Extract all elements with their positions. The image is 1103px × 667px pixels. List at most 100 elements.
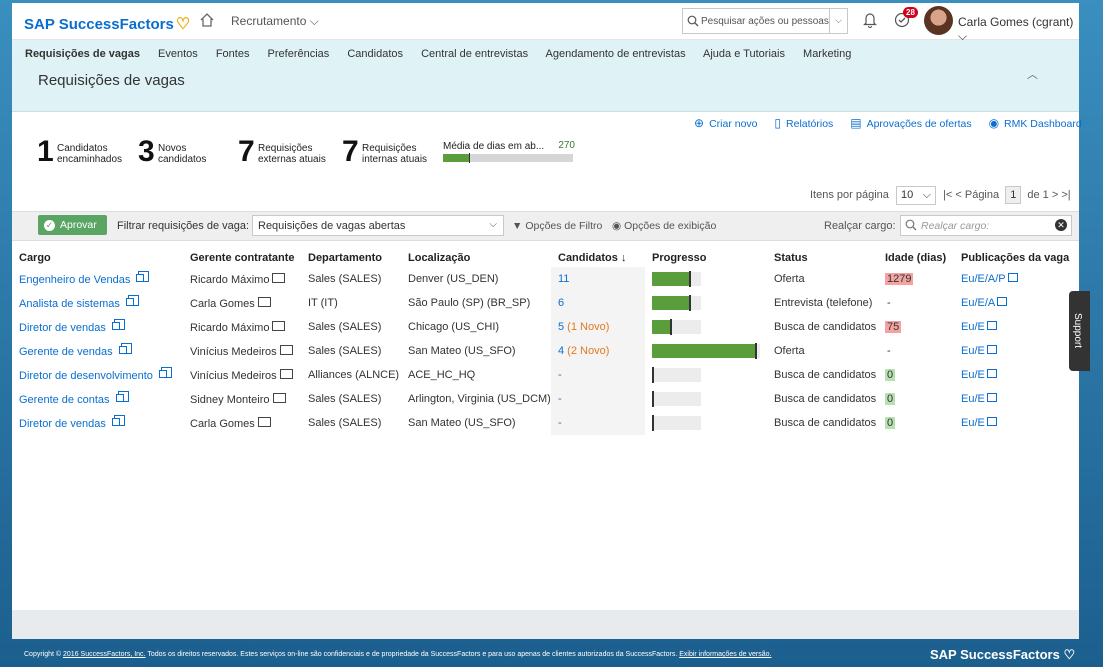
offer-approvals-link[interactable]: ▤ Aprovações de ofertas bbox=[850, 116, 971, 130]
cell-cargo[interactable]: Diretor de desenvolvimento bbox=[12, 363, 183, 387]
page-number-input[interactable]: 1 bbox=[1005, 186, 1022, 204]
table-row[interactable]: Diretor de vendas Ricardo Máximo Sales (SA… bbox=[12, 315, 1071, 339]
rmk-dashboard-link[interactable]: ◉ RMK Dashboard bbox=[989, 116, 1082, 130]
table-row[interactable]: Analista de sistemas Carla Gomes IT (IT) Sã… bbox=[12, 291, 1071, 315]
reports-link[interactable]: ▯ Relatórios bbox=[774, 116, 833, 130]
contact-card-icon[interactable] bbox=[272, 392, 286, 403]
candidates-count[interactable]: - bbox=[558, 417, 562, 429]
copy-icon[interactable] bbox=[158, 367, 172, 378]
cargo-link[interactable]: Gerente de contas bbox=[19, 394, 110, 406]
external-link-icon[interactable] bbox=[986, 345, 997, 354]
external-link-icon[interactable] bbox=[1007, 273, 1018, 282]
candidates-count[interactable]: - bbox=[558, 369, 562, 381]
cell-postings[interactable]: Eu/E bbox=[954, 411, 1071, 435]
copy-icon[interactable] bbox=[115, 391, 129, 402]
col-status[interactable]: Status bbox=[774, 251, 808, 264]
candidates-count[interactable]: 4 bbox=[558, 345, 565, 357]
clear-icon[interactable]: ✕ bbox=[1055, 219, 1067, 231]
external-link-icon[interactable] bbox=[986, 321, 997, 330]
copy-icon[interactable] bbox=[125, 295, 139, 306]
cell-candidates[interactable]: - bbox=[551, 411, 645, 435]
nav-item-eventos[interactable]: Eventos bbox=[158, 48, 198, 60]
cell-cargo[interactable]: Gerente de vendas bbox=[12, 339, 183, 363]
module-menu[interactable]: Recrutamento ⌵ bbox=[231, 14, 319, 29]
cell-cargo[interactable]: Analista de sistemas bbox=[12, 291, 183, 315]
cell-candidates[interactable]: 6 bbox=[551, 291, 645, 315]
cell-cargo[interactable]: Diretor de vendas bbox=[12, 411, 183, 435]
create-new-link[interactable]: ⊕ Criar novo bbox=[694, 116, 758, 130]
search-input[interactable]: Pesquisar ações ou pessoas ⌵ bbox=[682, 8, 848, 34]
cell-postings[interactable]: Eu/E bbox=[954, 387, 1071, 411]
copy-icon[interactable] bbox=[118, 343, 132, 354]
col-location[interactable]: Localização bbox=[408, 251, 471, 264]
cargo-link[interactable]: Diretor de vendas bbox=[19, 322, 106, 334]
col-candidates[interactable]: Candidatos ↓ bbox=[558, 251, 627, 264]
copy-icon[interactable] bbox=[111, 319, 125, 330]
items-per-page-select[interactable]: 10 ⌵ bbox=[895, 186, 936, 205]
nav-item-ajuda[interactable]: Ajuda e Tutoriais bbox=[703, 48, 785, 60]
cargo-link[interactable]: Diretor de desenvolvimento bbox=[19, 370, 153, 382]
col-department[interactable]: Departamento bbox=[308, 251, 382, 264]
postings-link[interactable]: Eu/E/A bbox=[961, 297, 996, 309]
contact-card-icon[interactable] bbox=[279, 344, 293, 355]
cell-cargo[interactable]: Gerente de contas bbox=[12, 387, 183, 411]
company-link[interactable]: 2016 SuccessFactors, Inc. bbox=[63, 651, 146, 658]
postings-link[interactable]: Eu/E bbox=[961, 321, 985, 333]
home-icon[interactable] bbox=[199, 12, 215, 28]
cell-candidates[interactable]: - bbox=[551, 387, 645, 411]
avg-days-tile[interactable]: Média de dias em ab... 270 bbox=[443, 140, 575, 163]
col-postings[interactable]: Publicações da vaga bbox=[961, 251, 1070, 264]
cell-cargo[interactable]: Diretor de vendas bbox=[12, 315, 183, 339]
cell-candidates[interactable]: - bbox=[551, 363, 645, 387]
nav-item-fontes[interactable]: Fontes bbox=[215, 48, 250, 60]
avatar[interactable] bbox=[924, 6, 953, 35]
cargo-link[interactable]: Analista de sistemas bbox=[19, 298, 120, 310]
col-progress[interactable]: Progresso bbox=[652, 251, 707, 264]
postings-link[interactable]: Eu/E/A/P bbox=[961, 273, 1006, 285]
col-age[interactable]: Idade (dias) bbox=[885, 251, 947, 264]
user-menu[interactable]: Carla Gomes (cgrant) ⌵ bbox=[958, 15, 1079, 44]
prev-page-icon[interactable]: < bbox=[955, 189, 962, 201]
candidates-count[interactable]: 11 bbox=[558, 273, 570, 285]
nav-item-candidatos[interactable]: Candidatos bbox=[347, 48, 404, 60]
filter-options-button[interactable]: ▼ Opções de Filtro bbox=[512, 220, 602, 232]
table-row[interactable]: Engenheiro de Vendas Ricardo Máximo Sales … bbox=[12, 267, 1071, 291]
external-link-icon[interactable] bbox=[986, 369, 997, 378]
filter-select[interactable]: Requisições de vagas abertas ⌵ bbox=[252, 215, 504, 236]
cell-cargo[interactable]: Engenheiro de Vendas bbox=[12, 267, 183, 291]
table-row[interactable]: Diretor de vendas Carla Gomes Sales (SALES… bbox=[12, 411, 1071, 435]
external-link-icon[interactable] bbox=[986, 417, 997, 426]
candidates-new[interactable]: (1 Novo) bbox=[564, 321, 610, 333]
candidates-new[interactable]: (2 Novo) bbox=[564, 345, 610, 357]
copy-icon[interactable] bbox=[111, 415, 125, 426]
table-row[interactable]: Diretor de desenvolvimento Vinícius Medei… bbox=[12, 363, 1071, 387]
postings-link[interactable]: Eu/E bbox=[961, 369, 985, 381]
cell-postings[interactable]: Eu/E bbox=[954, 315, 1071, 339]
version-info-link[interactable]: Exibir informações de versão. bbox=[679, 651, 772, 658]
todo-icon[interactable] bbox=[894, 12, 910, 28]
approve-button[interactable]: ✓ Aprovar bbox=[38, 215, 107, 235]
cargo-link[interactable]: Diretor de vendas bbox=[19, 418, 106, 430]
contact-card-icon[interactable] bbox=[257, 296, 271, 307]
search-dropdown-button[interactable]: ⌵ bbox=[829, 9, 847, 33]
postings-link[interactable]: Eu/E bbox=[961, 345, 985, 357]
bell-icon[interactable] bbox=[863, 12, 877, 28]
nav-item-preferencias[interactable]: Preferências bbox=[267, 48, 330, 60]
first-page-icon[interactable]: |< bbox=[943, 189, 953, 201]
collapse-chevron-icon[interactable]: ︿ bbox=[1027, 69, 1038, 81]
cell-candidates[interactable]: 11 bbox=[551, 267, 645, 291]
contact-card-icon[interactable] bbox=[272, 320, 286, 331]
table-row[interactable]: Gerente de vendas Vinícius Medeiros Sales … bbox=[12, 339, 1071, 363]
nav-item-marketing[interactable]: Marketing bbox=[803, 48, 852, 60]
contact-card-icon[interactable] bbox=[279, 368, 293, 379]
postings-link[interactable]: Eu/E bbox=[961, 393, 985, 405]
contact-card-icon[interactable] bbox=[272, 272, 286, 283]
candidates-count[interactable]: 6 bbox=[558, 297, 565, 309]
candidates-count[interactable]: - bbox=[558, 393, 562, 405]
cell-postings[interactable]: Eu/E/A/P bbox=[954, 267, 1071, 291]
nav-item-requisicoes[interactable]: Requisições de vagas bbox=[25, 48, 140, 60]
logo[interactable]: SAP SuccessFactors ♡ bbox=[24, 14, 190, 34]
col-cargo[interactable]: Cargo bbox=[19, 251, 51, 264]
col-manager[interactable]: Gerente contratante bbox=[190, 251, 295, 264]
cell-postings[interactable]: Eu/E/A bbox=[954, 291, 1071, 315]
